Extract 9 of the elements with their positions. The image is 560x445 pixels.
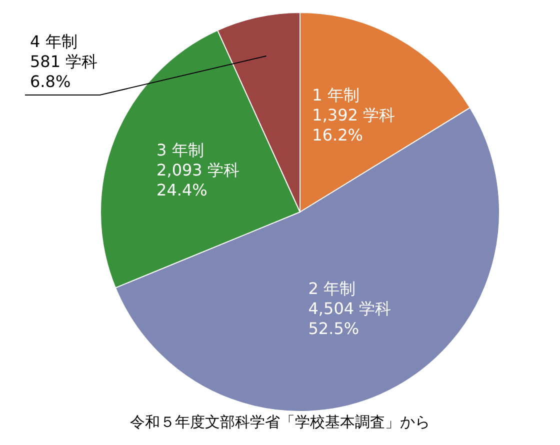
slice-label: 2 年制 [308,278,356,298]
slice-label: 4 年制 [30,32,78,52]
data-label: 581 学科 6.8% [30,52,98,92]
slice-label: 1 年制 [312,85,360,104]
data-label: 4,504 学科 52.5% [308,298,392,338]
data-label: 2,093 学科 24.4% [156,160,240,200]
text: 令和５年度文部科学省「学校基本調査」から [129,413,431,432]
slice-label: 3 年制 [156,140,204,160]
data-label: 1,392 学科 16.2% [312,105,396,144]
